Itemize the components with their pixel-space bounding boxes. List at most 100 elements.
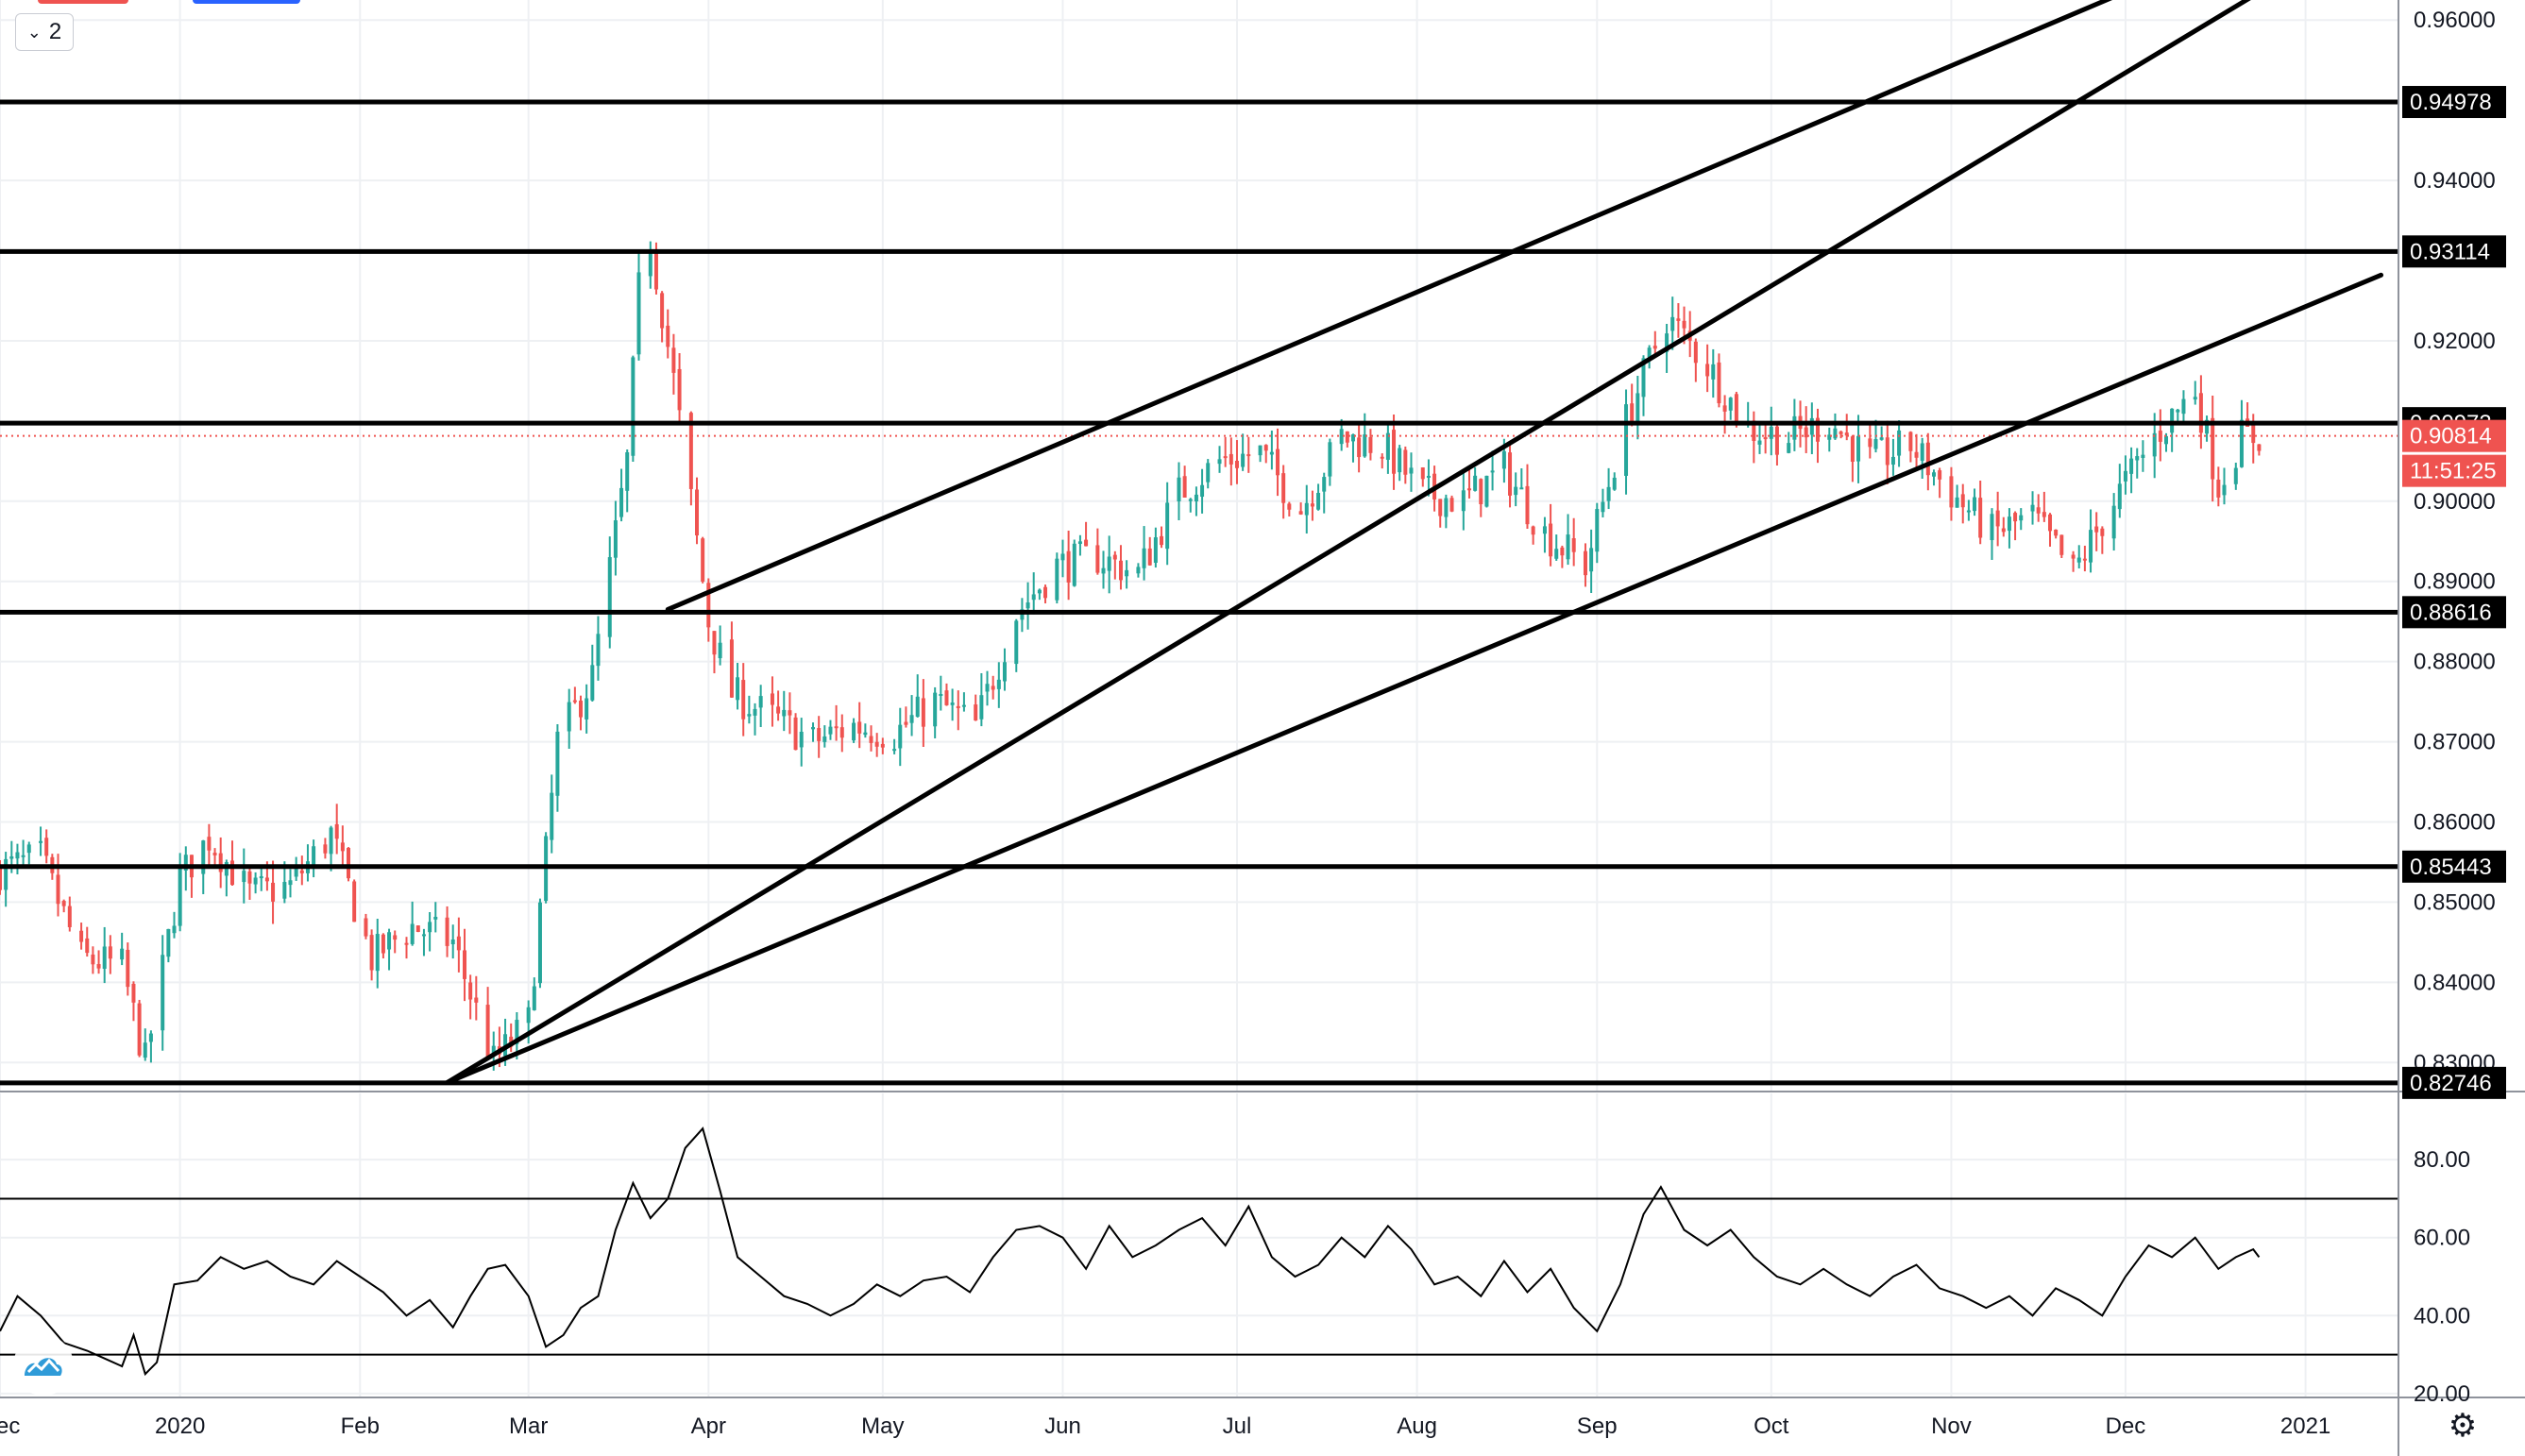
candle-body [1368,436,1373,453]
candle-body [1612,477,1617,490]
level-price-tag [2402,850,2506,883]
candle-body [898,724,903,749]
horizontal-levels[interactable] [0,99,2398,1086]
price-axis-label: 0.92000 [2414,329,2496,354]
candle-body [811,727,816,730]
candle-body [2082,558,2087,561]
candle-body [1385,432,1390,460]
candle-body [985,684,990,692]
candle-body [1873,439,1878,449]
candle-body [1839,432,1843,434]
candle-body [567,702,571,732]
candle-body [2100,528,2105,536]
candle-body [1890,456,1895,466]
candle-body [758,696,763,708]
candle-body [1595,509,1600,552]
time-axis[interactable]: Dec 2020 Feb Mar Apr May Jun Jul Aug Sep Oct Nov Dec… [0,1414,2330,1439]
candle-body [2042,512,2046,517]
candle-body [1897,430,1902,456]
collapse-indicators-button[interactable]: ⌄ 2 [15,13,74,51]
gear-icon[interactable]: ⚙ [2448,1408,2478,1444]
trend-lines[interactable] [445,0,2384,1086]
candle-body [1136,567,1141,574]
candle-body [1194,494,1198,501]
last-price-tag [2402,419,2506,452]
candle-body [550,792,554,840]
candle-body [579,701,584,718]
candle-body [1112,554,1117,560]
price-axis[interactable]: 0.96000 0.94000 0.92000 0.90000 0.89000 0.880… [2414,8,2496,1075]
candle-body [1560,547,1565,556]
candle-body [1682,320,1686,329]
candle-body [1258,445,1262,456]
candle-body [282,882,287,899]
candle-body [1868,438,1873,448]
candle-body [172,925,177,934]
oscillator-axis-label: 80.00 [2414,1147,2470,1173]
candle-body [4,858,8,890]
trend-line[interactable] [445,0,2300,1086]
level-price-tag [2402,1066,2506,1099]
candle-body [1920,443,1924,461]
candle-body [648,251,652,277]
price-axis-label: 0.89000 [2414,569,2496,595]
toolbar-stub-red[interactable] [38,0,128,4]
candle-body [1670,316,1675,331]
candle-body [2071,554,2076,559]
tradingview-logo-icon[interactable] [13,1335,74,1396]
candle-body [776,706,781,714]
candle-body [2205,419,2210,434]
candle-body [2001,528,2006,533]
candle-body [1014,620,1019,665]
candle-body [834,726,839,729]
candle-body [625,451,630,491]
candle-body [1357,437,1362,458]
candle-body [1549,523,1553,557]
candle-body [264,877,269,882]
candle-body [1107,556,1111,571]
candle-body [259,876,263,879]
candle-body [1263,445,1268,451]
candle-body [166,928,171,957]
candle-body [218,853,223,872]
candle-body [131,983,136,1003]
candle-body [2141,454,2145,458]
candle-body [729,639,734,698]
candle-body [85,938,90,954]
candle-body [1757,440,1762,445]
candle-body [944,690,949,705]
candle-body [747,714,752,717]
candle-body [1298,511,1303,515]
candle-body [1652,346,1657,349]
candle-body [1717,362,1721,404]
candle-body [207,837,212,851]
candle-body [1519,487,1524,490]
candle-body [421,934,426,937]
trend-line[interactable] [445,272,2384,1086]
candle-body [364,918,368,937]
candle-body [445,917,449,946]
trend-line[interactable] [665,0,2201,612]
candle-body [2170,408,2175,433]
candle-body [1711,364,1716,380]
candle-body [1763,437,1768,440]
candle-body [201,840,206,874]
candle-body [653,253,658,290]
candle-body [2251,424,2256,444]
candle-body [2176,409,2180,413]
candle-body [991,686,995,690]
candle-body [1461,490,1466,512]
oscillator-axis-label: 20.00 [2414,1381,2470,1407]
level-price-tag-label: 0.93114 [2410,239,2490,264]
candle-body [102,946,107,969]
candle-body [1182,476,1187,498]
candle-body [666,325,670,347]
candle-body [148,1033,153,1042]
candle-body [2054,529,2059,536]
candle-body [1693,341,1698,364]
toolbar-stub-blue[interactable] [193,0,300,4]
candle-body [61,901,66,906]
oscillator-axis[interactable]: 80.00 60.00 40.00 20.00 [2414,1147,2470,1407]
price-tags: 0.949780.931140.909730.886160.854430.827… [2402,86,2506,1099]
